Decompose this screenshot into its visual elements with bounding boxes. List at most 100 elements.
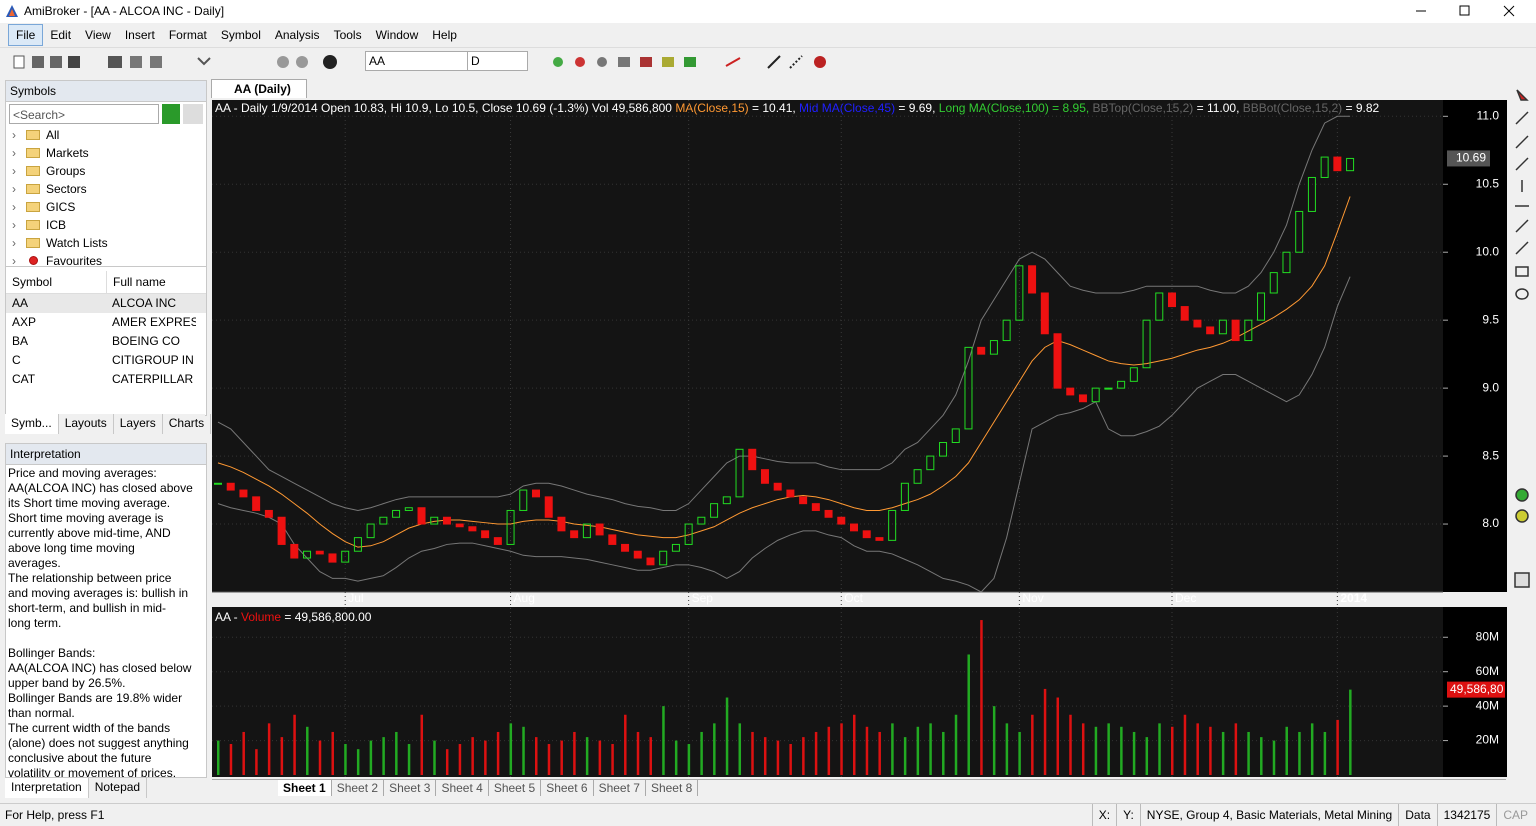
volume-bar: [687, 744, 691, 775]
candle-body: [493, 537, 502, 545]
table-cell: CITIGROUP IN: [112, 353, 194, 367]
search-go[interactable]: [162, 104, 180, 124]
status-segments: X: Y: NYSE, Group 4, Basic Materials, Meta…: [1091, 804, 1534, 826]
chart-tab[interactable]: AA (Daily): [211, 79, 307, 98]
menu-item[interactable]: Window: [375, 28, 419, 42]
sheet-tab[interactable]: Sheet 1: [278, 780, 332, 796]
column-header[interactable]: Full name: [106, 271, 203, 293]
volume-bar: [1031, 714, 1034, 775]
y-tick-label: 9.0: [1482, 380, 1499, 394]
volume-bar: [1120, 726, 1123, 775]
sheet-tab[interactable]: Sheet 4: [436, 780, 489, 796]
sheet-tab[interactable]: Sheet 7: [594, 780, 646, 796]
right-toolbar[interactable]: [1509, 84, 1535, 774]
tree-item[interactable]: › Favourites: [6, 252, 206, 266]
volume-bar: [471, 737, 474, 775]
volume-bar: [535, 737, 538, 775]
panel-tab[interactable]: Interpretation: [5, 778, 89, 798]
menu-item[interactable]: Tools: [333, 28, 362, 42]
toolbar-icons[interactable]: [10, 53, 360, 71]
x-tick-label: Sep: [692, 591, 714, 605]
candle-body: [1168, 292, 1176, 308]
table-cell: BA: [12, 334, 29, 348]
symbol-combo[interactable]: AA: [365, 51, 468, 71]
volume-bar: [942, 731, 945, 775]
panel-tab[interactable]: Charts: [163, 414, 212, 434]
candle-body: [1282, 251, 1291, 274]
menu-item[interactable]: Help: [432, 28, 457, 42]
panel-tab[interactable]: Layouts: [59, 414, 114, 434]
folder-icon: [26, 148, 40, 158]
panel-tab[interactable]: Layers: [114, 414, 163, 434]
table-cell: CAT: [12, 372, 36, 386]
tree-item[interactable]: › Sectors: [6, 180, 206, 198]
volume-bar: [458, 744, 462, 775]
tree-label: Groups: [46, 164, 86, 178]
column-header[interactable]: Symbol: [12, 275, 53, 289]
menu-item[interactable]: Format: [168, 28, 207, 42]
sheet-tab[interactable]: Sheet 6: [541, 780, 594, 796]
candle-body: [1257, 292, 1266, 321]
search-options[interactable]: [183, 104, 203, 124]
tree-item[interactable]: › GICS: [6, 198, 206, 216]
panel-tab[interactable]: Symb...: [5, 414, 59, 434]
table-row[interactable]: BA BOEING CO: [6, 332, 206, 351]
volume-bar: [369, 740, 373, 775]
tree-item[interactable]: › Groups: [6, 162, 206, 180]
window-controls[interactable]: [1400, 0, 1536, 23]
status-segment: 1342175: [1436, 804, 1497, 826]
menu-item[interactable]: Analysis: [274, 28, 320, 42]
candle-body: [1193, 319, 1202, 328]
sheet-tab[interactable]: Sheet 2: [332, 780, 385, 796]
volume-bar: [318, 740, 322, 775]
tree-item[interactable]: › ICB: [6, 216, 206, 234]
tool-icons[interactable]: [1509, 84, 1535, 774]
header-part: = 9.69,: [895, 101, 939, 115]
table-row[interactable]: AXP AMER EXPRES: [6, 313, 206, 332]
candle-body: [862, 530, 871, 539]
menu-item[interactable]: Edit: [50, 28, 72, 42]
menu-item[interactable]: View: [85, 28, 111, 42]
y-tick-label: 40M: [1476, 698, 1499, 712]
drawing-tools[interactable]: [550, 53, 850, 71]
interval-combo[interactable]: D: [467, 51, 528, 71]
tree-item[interactable]: › Markets: [6, 144, 206, 162]
table-row[interactable]: CAT CATERPILLAR: [6, 370, 206, 389]
volume-bar: [1107, 723, 1110, 775]
text-line: and moving averages is: bullish in: [8, 586, 189, 600]
candle-body: [392, 509, 401, 518]
text-line: Bollinger Bands are 19.8% wider: [8, 691, 183, 705]
candle-body: [226, 482, 235, 491]
menu-item[interactable]: File: [8, 24, 44, 46]
candle-body: [277, 516, 286, 545]
volume-bar: [560, 740, 563, 775]
volume-bar: [624, 714, 627, 775]
volume-bar: [356, 749, 360, 775]
menu-item[interactable]: Insert: [124, 28, 155, 42]
sheet-tab[interactable]: Sheet 3: [384, 780, 437, 796]
table-row[interactable]: C CITIGROUP IN: [6, 351, 206, 370]
search-box[interactable]: <Search>: [9, 104, 159, 124]
candle-body: [430, 516, 439, 525]
volume-bar: [496, 731, 500, 775]
volume-bar: [585, 737, 589, 775]
menu-item[interactable]: Symbol: [220, 28, 261, 42]
y-tick-label: 80M: [1476, 629, 1499, 643]
table-cell: AXP: [12, 315, 37, 329]
sheet-tab[interactable]: Sheet 5: [489, 780, 542, 796]
sheet-tab[interactable]: Sheet 8: [646, 780, 699, 796]
text-line: currently above mid-time, AND: [8, 526, 171, 540]
chart-header: AA - Daily 1/9/2014 Open 10.83, Hi 10.9,…: [215, 101, 1379, 115]
table-row[interactable]: AA ALCOA INC: [6, 294, 206, 313]
volume-bar: [1298, 731, 1301, 775]
text-line: AA(ALCOA INC) has closed below: [8, 661, 192, 675]
tree-item[interactable]: › All: [6, 126, 206, 144]
table-cell: AA: [12, 296, 29, 310]
panel-tab[interactable]: Notepad: [89, 778, 148, 798]
text-line: averages.: [8, 556, 61, 570]
volume-bar: [1285, 726, 1288, 775]
tree-item[interactable]: › Watch Lists: [6, 234, 206, 252]
volume-bar: [229, 744, 233, 775]
volume-bar: [445, 749, 449, 775]
